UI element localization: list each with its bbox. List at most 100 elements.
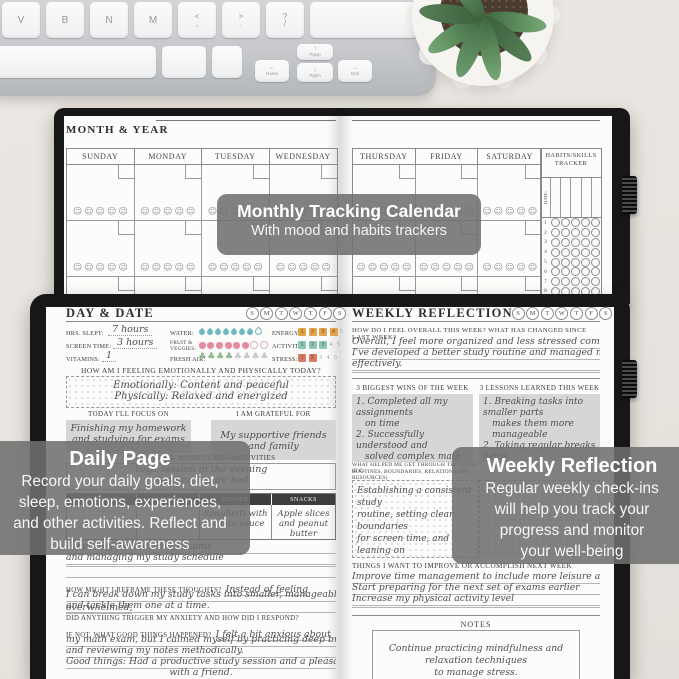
mood-face-icon: ☺ <box>151 263 162 273</box>
tracker-cell <box>591 257 601 267</box>
scale-step: 3 <box>319 341 327 349</box>
tracker-circle <box>591 237 601 247</box>
tracker-cell <box>550 267 560 277</box>
mood-tracker-row: ☺☺☺☺☺ <box>478 257 541 275</box>
tracker-circle <box>550 257 560 267</box>
mood-face-icon: ☺ <box>298 263 308 273</box>
mood-face-icon: ☺ <box>72 263 83 273</box>
hrs-slept-value: 7 hours <box>108 324 153 336</box>
date-box <box>185 276 202 291</box>
daily-heading-rule <box>66 321 336 322</box>
tree-icon: ♣ <box>216 352 225 362</box>
date-box <box>398 276 416 291</box>
date-box <box>398 165 416 179</box>
daily-overlay-line: sleep, emotions, experiences, <box>18 494 222 511</box>
weekly-heading-rule <box>352 321 600 322</box>
key-shift <box>310 2 418 38</box>
trigger-inline: I felt a bit anxious about <box>215 629 331 641</box>
mood-tracker-row: ☺☺☺☺☺ <box>135 257 202 275</box>
calendar-row: ☺☺☺☺☺☺☺☺☺☺☺☺☺☺☺ <box>353 276 541 304</box>
tracker-circle <box>560 267 570 277</box>
tracker-cell <box>591 267 601 277</box>
date-box <box>117 276 135 291</box>
tracker-circle <box>571 257 580 267</box>
calendar-header-left: SUNDAY MONDAY TUESDAY WEDNESDAY <box>67 149 337 165</box>
tracker-cell <box>550 218 560 228</box>
weekly-q1: HOW DO I FEEL OVERALL THIS WEEK? WHAT HA… <box>352 327 587 341</box>
improve-line: Increase my physical activity level <box>352 594 600 606</box>
key-end: → End <box>338 60 372 82</box>
vitamins-label: VITAMINS: <box>66 356 100 363</box>
tracker-cell <box>550 277 560 287</box>
weekday-circle: S <box>599 307 613 320</box>
mood-face-icon: ☺ <box>441 263 452 273</box>
daily-overlay-line: build self-awareness <box>50 536 190 553</box>
tracker-habit-column <box>590 178 601 217</box>
tracker-circle <box>581 218 591 228</box>
trigger-line: Good things: Had a productive study sess… <box>66 657 336 669</box>
tracker-circle <box>571 218 580 228</box>
weekday-circle: W <box>289 307 303 320</box>
weekday-circle: M <box>260 307 274 320</box>
fruit-icon <box>233 341 241 349</box>
tracker-row: 6 <box>541 267 601 277</box>
date-box <box>117 165 135 179</box>
reframe-label: HOW MIGHT I REFRAME THESE THOUGHTS? <box>66 587 222 594</box>
tracker-circle <box>581 247 591 257</box>
mood-tracker-row: ☺☺☺☺☺ <box>67 201 134 219</box>
tracker-cell <box>570 277 580 287</box>
tracker-circle <box>581 228 591 238</box>
improve-label: THINGS I WANT TO IMPROVE OR ACCOMPLISH N… <box>352 562 573 570</box>
weekday-circle: F <box>318 307 332 320</box>
key-spacebar <box>0 46 156 78</box>
weekday-circle: S <box>511 307 525 320</box>
month-year-line <box>156 120 336 121</box>
day-header: FRIDAY <box>415 149 479 165</box>
helped-label-1: WHAT HELPED ME GET THROUGH THE WEEK? (E.… <box>352 462 479 474</box>
weekly-q1-line: Overall, I feel more organized and less … <box>352 337 600 349</box>
tracker-circle <box>571 237 580 247</box>
plant-pot <box>406 0 560 92</box>
day-header: SATURDAY <box>478 149 541 165</box>
weekday-circle: T <box>540 307 554 320</box>
tracker-row: 7 <box>541 277 601 287</box>
mood-tracker-row: ☺☺☺☺☺ <box>202 257 269 275</box>
reframe-row: HOW MIGHT I REFRAME THESE THOUGHTS? Inst… <box>66 579 336 615</box>
weekday-circle: S <box>245 307 259 320</box>
mood-face-icon: ☺ <box>230 263 240 273</box>
calendar-day-cell: ☺☺☺☺☺ <box>478 165 541 220</box>
weekday-circle: T <box>274 307 288 320</box>
fruit-icon <box>259 341 268 349</box>
drop-icon <box>237 327 247 336</box>
tracker-row-number: 7 <box>544 278 547 285</box>
section-divider <box>352 378 600 379</box>
mood-face-icon: ☺ <box>464 263 474 273</box>
tracker-cell <box>581 257 591 267</box>
scale-step: 1 <box>298 328 306 336</box>
weekly-q1-line: I've developed a better study routine an… <box>352 348 600 360</box>
tracker-cell <box>581 267 591 277</box>
tracker-row-number: 2 <box>544 229 547 236</box>
calendar-day-cell: ☺☺☺☺☺ <box>478 276 541 304</box>
tracker-cell <box>550 247 560 257</box>
calendar-day-cell: ☺☺☺☺☺ <box>416 276 479 304</box>
mood-face-icon: ☺ <box>253 263 263 273</box>
calendar-day-cell: ☺☺☺☺☺ <box>67 220 135 276</box>
key-pgdn: ↓ PgDn <box>297 63 333 82</box>
mood-face-icon: ☺ <box>527 263 538 273</box>
mood-face-icon: ☺ <box>504 263 515 273</box>
daily-overlay-callout: Daily Page Record your daily goals, diet… <box>0 441 250 555</box>
monthly-overlay-subtitle: With mood and habits trackers <box>251 223 447 239</box>
improve-line: Improve time management to include more … <box>352 572 600 584</box>
mood-tracker-row: ☺☺☺☺☺ <box>270 257 338 275</box>
notes-label: NOTES <box>460 620 492 629</box>
tracker-circle <box>550 277 560 287</box>
tracker-cell <box>591 237 601 247</box>
date-box <box>525 165 541 179</box>
drop-icon <box>221 327 231 336</box>
weekly-q1-line: effectively. <box>352 359 600 371</box>
tracker-cell <box>570 247 580 257</box>
